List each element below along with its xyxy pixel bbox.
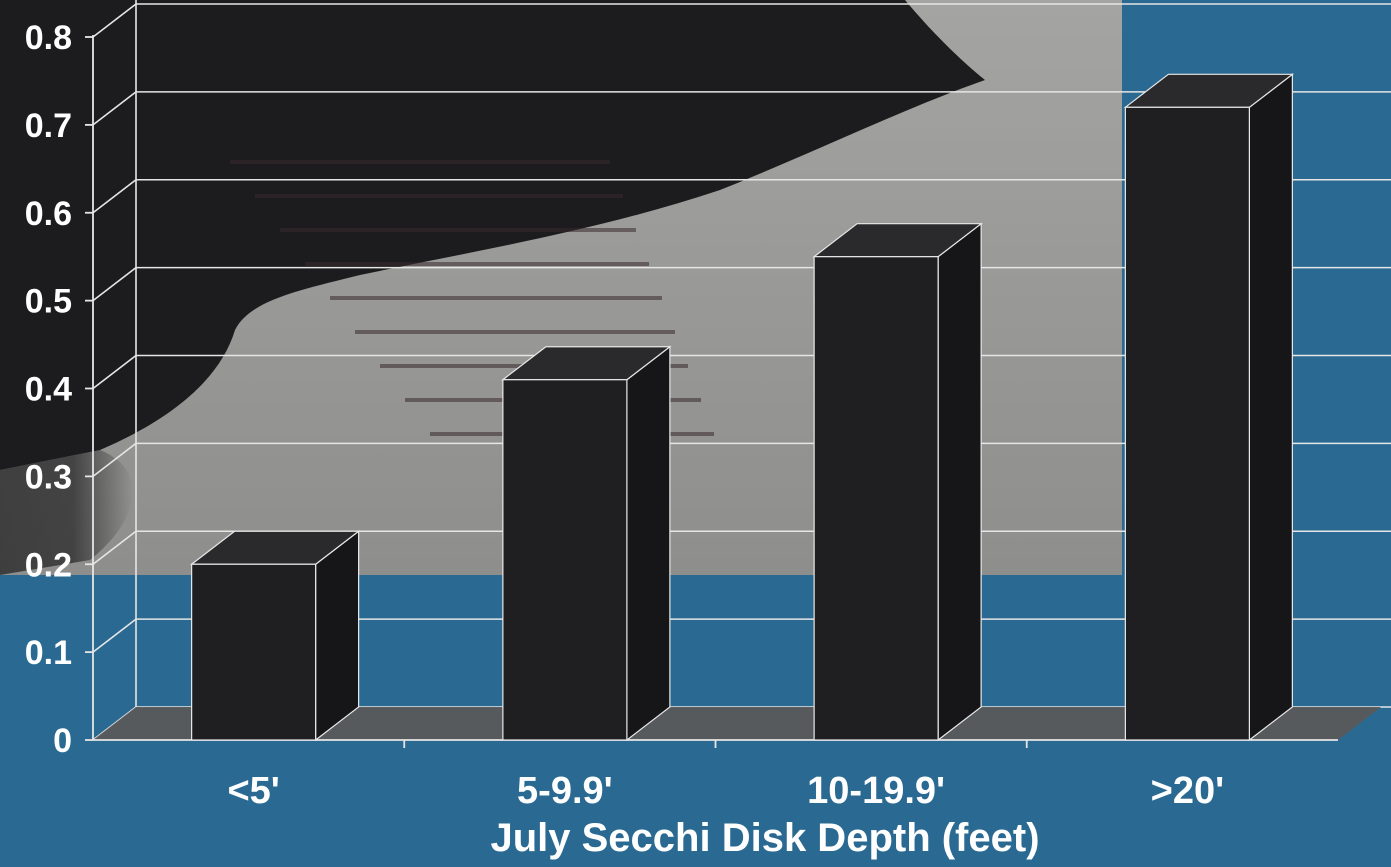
bar-side bbox=[937, 222, 982, 742]
grid-line-side-4 bbox=[92, 354, 137, 390]
x-tick-label: >20' bbox=[1151, 770, 1225, 812]
grid-line-side-3 bbox=[92, 442, 137, 478]
y-tick-label: 0 bbox=[53, 722, 72, 760]
grid-line-side-7 bbox=[92, 91, 137, 126]
y-tick-label: 0.5 bbox=[25, 283, 72, 321]
y-tick-label: 0.4 bbox=[25, 371, 72, 409]
bar-side bbox=[315, 530, 360, 742]
y-tick-label: 0.1 bbox=[25, 634, 72, 672]
y-tick-label: 0.6 bbox=[25, 195, 72, 233]
x-axis-title: July Secchi Disk Depth (feet) bbox=[490, 816, 1039, 860]
grid-line-side-2 bbox=[92, 530, 137, 565]
bar bbox=[189, 530, 361, 742]
y-tick-label: 0.7 bbox=[25, 107, 72, 145]
y-tick-label: 0.8 bbox=[25, 19, 72, 57]
x-tick-label: 10-19.9' bbox=[807, 770, 945, 812]
chart-floor bbox=[93, 707, 1381, 740]
bars bbox=[189, 73, 1295, 742]
labels: 0 0.1 0.2 0.3 0.4 0.5 0.6 0.7 0.8 <5' 5-9.9' 10-19.… bbox=[25, 19, 1224, 860]
bar-side bbox=[626, 345, 671, 742]
bar-side bbox=[1248, 73, 1293, 742]
y-tick-label: 0.2 bbox=[25, 546, 72, 584]
grid-line-side-5 bbox=[92, 266, 137, 302]
bar-front bbox=[502, 379, 628, 741]
bar bbox=[812, 222, 983, 742]
bar-front bbox=[813, 256, 939, 741]
grid-line-side-8 bbox=[92, 3, 137, 38]
bar bbox=[1123, 73, 1295, 742]
x-tick-label: 5-9.9' bbox=[517, 770, 613, 812]
x-tick-label: <5' bbox=[227, 770, 279, 812]
bar bbox=[501, 345, 672, 742]
bar-front bbox=[1124, 106, 1250, 741]
grid-line-side-6 bbox=[92, 179, 137, 214]
y-tick-label: 0.3 bbox=[25, 458, 72, 496]
bar-front bbox=[191, 563, 317, 741]
grid-line-side-1 bbox=[92, 618, 137, 653]
